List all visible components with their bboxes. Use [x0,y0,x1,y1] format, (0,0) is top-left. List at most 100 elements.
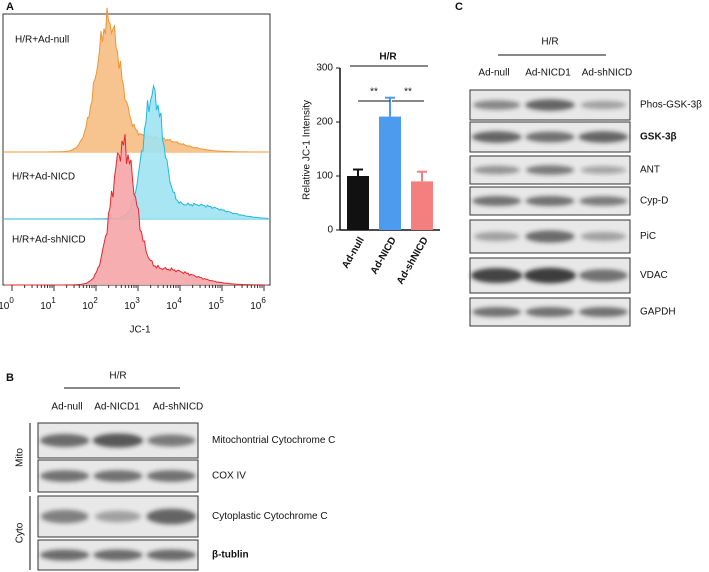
tick-exp: 2 [93,296,98,305]
histogram-curve [5,134,269,286]
blot-band [95,510,141,523]
tick-base: 10 [82,301,94,312]
x-tick-label: 104 [166,296,182,312]
blot-band [147,434,196,447]
blot-band [40,470,90,482]
bar [347,176,369,230]
blot-band [472,306,522,318]
tick-base: 10 [0,301,10,312]
tick-exp: 3 [135,296,140,305]
row-label: Phos-GSK-3β [640,100,702,111]
x-tick-label: 102 [82,296,98,312]
column-label: Ad-null [478,68,509,79]
sig-label: ** [370,87,378,98]
tick-base: 10 [40,301,52,312]
row-label: VDAC [640,270,668,281]
blot-band [92,433,144,448]
tick-exp: 1 [51,296,56,305]
sample-label: H/R+Ad-NICD [12,172,75,183]
blot-band [525,195,575,207]
condition: H/R [109,371,126,382]
row-label: Cytoplastic Cytochrome C [212,511,328,522]
tick-exp: 6 [261,296,266,305]
sample-label: H/R+Ad-null [15,35,69,46]
x-tick-label: 103 [124,296,140,312]
tick-exp: 5 [219,296,224,305]
y-axis-label: Relative JC-1 Intensity [302,100,313,200]
blot-band [526,165,574,175]
blot-band [525,99,575,111]
blot-band [525,230,575,243]
tick-exp: 4 [177,296,182,305]
blot-band [525,131,575,143]
x-tick-label: Ad-shNICD [395,235,431,286]
blot-band [93,470,143,482]
blot-band [473,165,520,175]
panel-label: B [6,372,14,384]
y-tick-label: 0 [327,225,333,236]
blot-band [578,131,629,143]
x-tick-label: Ad-null [340,235,367,271]
panel-label: A [6,1,14,13]
bar [411,181,433,230]
tick-base: 10 [250,301,262,312]
row-label: β-tublin [212,550,249,561]
blot-band [580,166,626,174]
chart-title: H/R [379,52,397,63]
column-label: Ad-shNICD [153,402,204,413]
blot-band [525,306,575,318]
blot-band [471,131,522,143]
blot-band [93,549,143,561]
blot-band [40,549,90,561]
group-label: Cyto [15,522,26,543]
blot-band [40,434,90,447]
blot-band [473,231,520,242]
column-label: Ad-NICD1 [94,402,140,413]
row-label: PiC [640,231,656,242]
y-tick-label: 300 [316,63,333,74]
bar [379,116,401,230]
blot-band [40,509,89,524]
tick-base: 10 [124,301,136,312]
y-tick-label: 200 [316,117,333,128]
column-label: Ad-shNICD [582,68,633,79]
panel-label: C [455,1,463,13]
tick-exp: 0 [9,296,14,305]
x-tick-label: Ad-NICD [369,235,399,276]
group-label: Mito [15,448,26,467]
blot-band [473,100,521,110]
blot-band [578,269,628,282]
x-tick-label: 101 [40,296,56,312]
tick-base: 10 [208,301,220,312]
blot-band [470,267,523,284]
blot-band [146,470,196,482]
column-label: Ad-null [51,402,82,413]
histogram-curve [5,7,269,153]
sample-label: H/R+Ad-shNICD [12,235,86,246]
x-tick-label: 100 [0,296,14,312]
blot-band [580,231,627,242]
blot-band [146,508,197,525]
blot-band [524,267,576,284]
x-axis-label: JC-1 [129,325,151,336]
row-label: ANT [640,165,660,176]
condition: H/R [541,37,558,48]
x-tick-label: 106 [250,296,266,312]
y-tick-label: 100 [316,171,333,182]
row-label: GAPDH [640,307,676,318]
x-tick-label: 105 [208,296,224,312]
blot-band [578,306,628,318]
sig-label: ** [404,87,412,98]
row-label: GSK-3β [640,132,677,143]
row-label: COX IV [212,471,246,482]
tick-base: 10 [166,301,178,312]
blot-band [580,100,627,110]
blot-band [146,549,196,561]
row-label: Cyp-D [640,196,668,207]
histogram-curve [5,84,269,220]
row-label: Mitochontrial Cytochrome C [212,435,335,446]
blot-band [472,195,522,207]
column-label: Ad-NICD1 [525,68,571,79]
blot-band [579,196,628,206]
